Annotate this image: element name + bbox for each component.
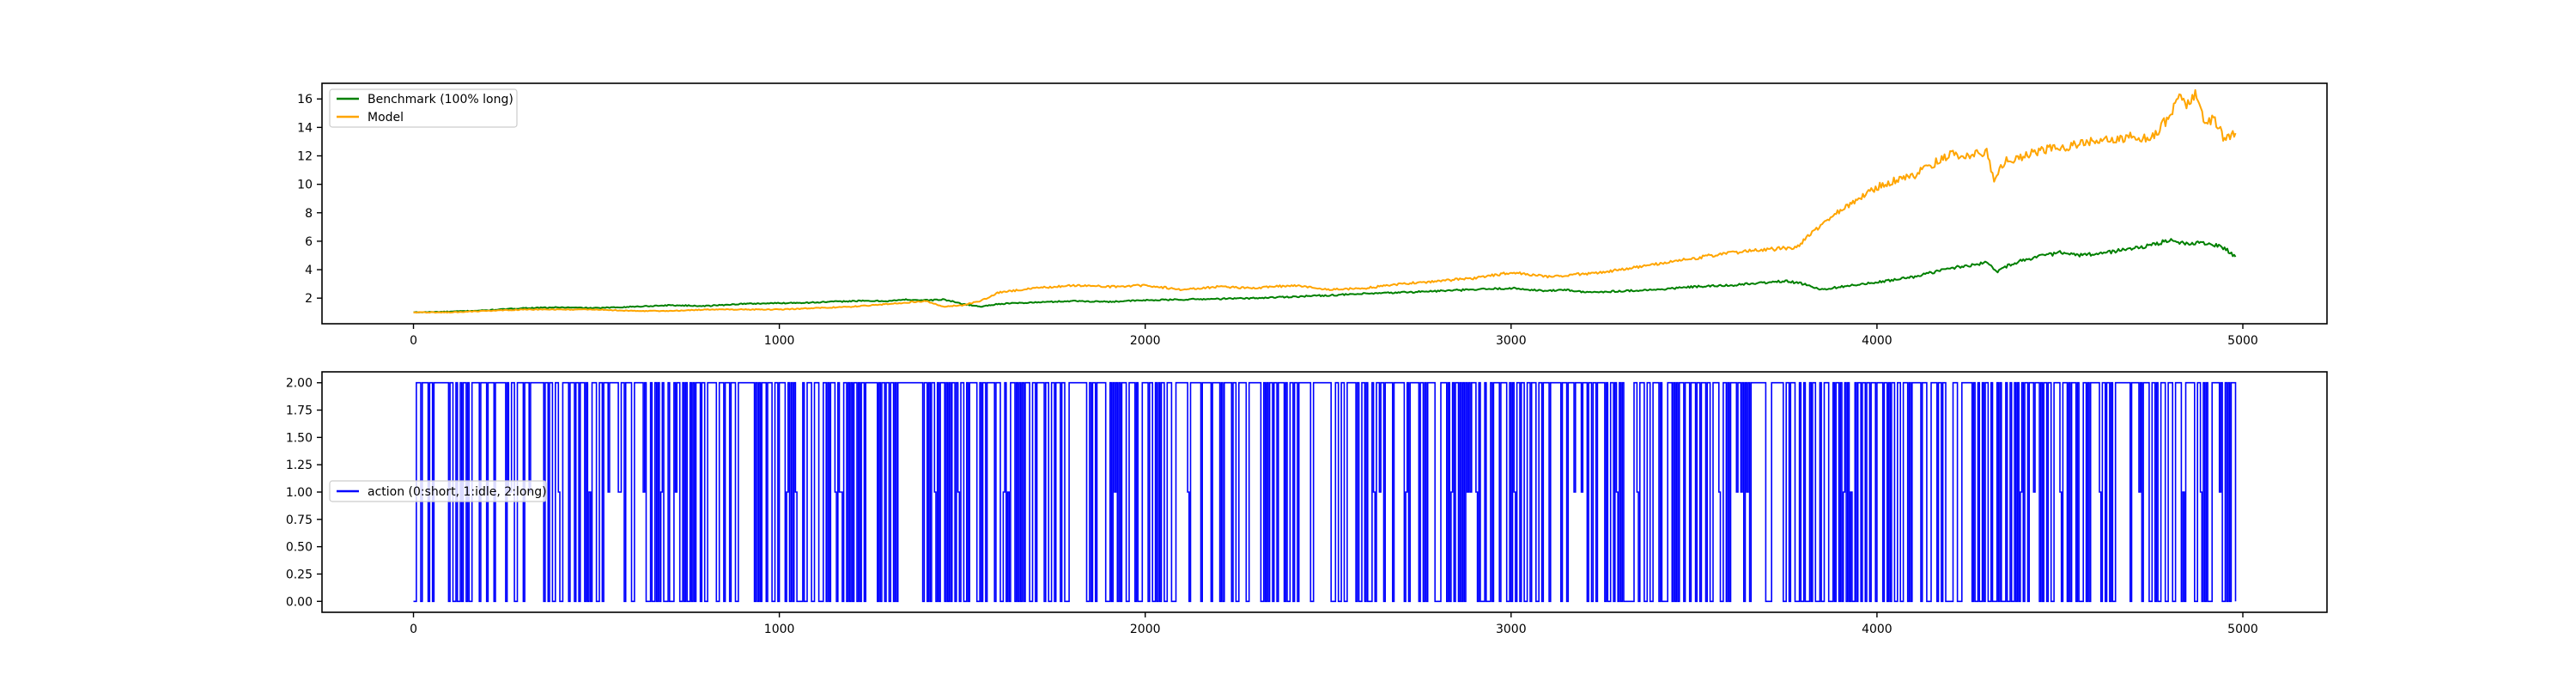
bottom-chart: 0 1000 2000 3000 4000 5000 0.00 0.25 0.50 0.75 1.… [286, 371, 2328, 636]
top-y-axis: 2 4 6 8 10 12 14 16 [297, 93, 322, 306]
x-tick-label: 2000 [1130, 623, 1161, 636]
x-tick-label: 1000 [764, 623, 795, 636]
y-tick-label: 14 [297, 121, 313, 135]
bottom-series-lines [413, 381, 2237, 603]
legend-label-model: Model [368, 111, 404, 125]
series-line-model [413, 88, 2237, 314]
y-tick-label: 10 [297, 179, 313, 192]
y-tick-label: 6 [305, 235, 313, 249]
series-line-benchmark [413, 238, 2237, 313]
y-tick-label: 1.50 [286, 431, 313, 445]
top-chart: 0 1000 2000 3000 4000 5000 2 4 6 8 10 12 14 16 Bench… [297, 82, 2328, 348]
bottom-y-axis: 0.00 0.25 0.50 0.75 1.00 1.25 1.50 1.75 2.00 [286, 377, 322, 609]
top-plot-frame [321, 82, 2328, 325]
x-tick-label: 3000 [1496, 334, 1527, 348]
x-tick-label: 4000 [1862, 623, 1893, 636]
bottom-legend: action (0:short, 1:idle, 2:long) [329, 480, 547, 502]
top-legend-box [329, 88, 518, 128]
x-tick-label: 2000 [1130, 334, 1161, 348]
top-legend: Benchmark (100% long) Model [329, 88, 518, 128]
y-tick-label: 0.75 [286, 514, 313, 527]
y-tick-label: 0.00 [286, 595, 313, 609]
series-line-action [413, 381, 2237, 603]
bottom-x-axis: 0 1000 2000 3000 4000 5000 [410, 612, 2258, 636]
top-series-lines [413, 88, 2237, 314]
legend-label-benchmark: Benchmark (100% long) [368, 93, 513, 106]
x-tick-label: 1000 [764, 334, 795, 348]
top-x-axis: 0 1000 2000 3000 4000 5000 [410, 324, 2258, 348]
legend-label-action: action (0:short, 1:idle, 2:long) [368, 485, 547, 499]
y-tick-label: 1.75 [286, 404, 313, 418]
y-tick-label: 0.25 [286, 568, 313, 581]
bottom-legend-box [329, 480, 547, 502]
x-tick-label: 0 [410, 623, 417, 636]
y-tick-label: 4 [305, 264, 313, 277]
x-tick-label: 4000 [1862, 334, 1893, 348]
y-tick-label: 2 [305, 292, 313, 306]
x-tick-label: 5000 [2227, 623, 2258, 636]
y-tick-label: 1.00 [286, 486, 313, 500]
y-tick-label: 16 [297, 93, 313, 106]
x-tick-label: 0 [410, 334, 417, 348]
y-tick-label: 8 [305, 207, 313, 221]
y-tick-label: 1.25 [286, 459, 313, 472]
y-tick-label: 2.00 [286, 377, 313, 391]
x-tick-label: 5000 [2227, 334, 2258, 348]
y-tick-label: 12 [297, 149, 313, 163]
x-tick-label: 3000 [1496, 623, 1527, 636]
y-tick-label: 0.50 [286, 541, 313, 555]
